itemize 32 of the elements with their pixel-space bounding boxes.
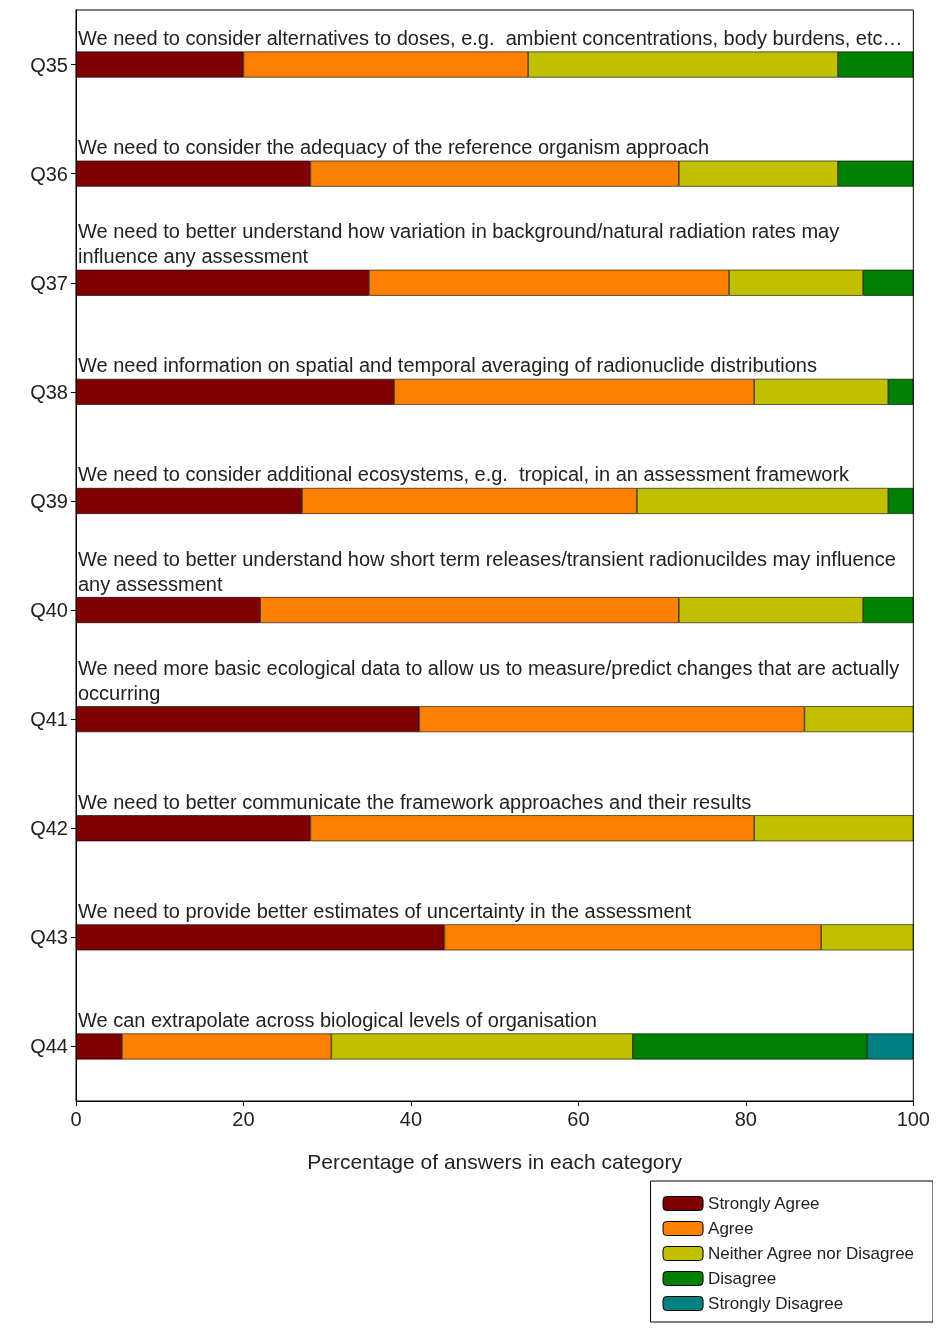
- y-tick-label: Q42: [30, 817, 68, 840]
- x-tick-label: 60: [567, 1108, 590, 1130]
- annotation: We need information on spatial and temporal averaging of radionuclide distributions: [78, 354, 817, 377]
- y-tick-label: Q38: [30, 380, 68, 403]
- x-tick-label: 40: [399, 1108, 423, 1130]
- annotation: We need to consider alternatives to doses, e.g. ambient concentrations, body burdens, etc…: [78, 27, 903, 50]
- annotation: We can extrapolate across biological levels of organisation: [78, 1008, 597, 1031]
- y-tick-label: Q44: [30, 1035, 68, 1058]
- x-tick-label: 100: [896, 1108, 930, 1130]
- legend-label: Strongly Agree: [708, 1194, 820, 1213]
- annotation: We need to better understand how short term releases/transient radionucildes may influence any assessment: [78, 547, 902, 595]
- legend-label: Strongly Disagree: [708, 1294, 844, 1313]
- y-tick-label: Q43: [30, 926, 68, 949]
- annotation: We need to better communicate the framework approaches and their results: [78, 790, 752, 813]
- y-tick-label: Q36: [30, 162, 68, 185]
- x-tick-label: 20: [232, 1108, 255, 1130]
- annotation: We need to better understand how variation in background/natural radiation rates may influence any assessment: [78, 220, 845, 268]
- annotation: We need more basic ecological data to allow us to measure/predict changes that are actually occurring: [78, 656, 905, 704]
- annotation: We need to provide better estimates of uncertainty in the assessment: [78, 899, 692, 922]
- y-tick-label: Q40: [30, 599, 68, 622]
- legend-label: Neither Agree nor Disagree: [708, 1244, 915, 1263]
- annotation: We need to consider the adequacy of the reference organism approach: [78, 136, 710, 159]
- y-tick-label: Q37: [30, 271, 68, 294]
- y-tick-label: Q39: [30, 489, 68, 512]
- annotation: We need to consider additional ecosystems, e.g. tropical, in an assessment framework: [78, 463, 851, 486]
- y-tick-label: Q35: [30, 53, 68, 76]
- x-axis-title: Percentage of answers in each category: [307, 1150, 683, 1173]
- x-tick-label: 0: [70, 1108, 82, 1130]
- legend-label: Agree: [708, 1219, 754, 1238]
- legend-label: Disagree: [708, 1269, 777, 1288]
- y-tick-label: Q41: [30, 708, 68, 731]
- x-tick-label: 80: [734, 1108, 757, 1130]
